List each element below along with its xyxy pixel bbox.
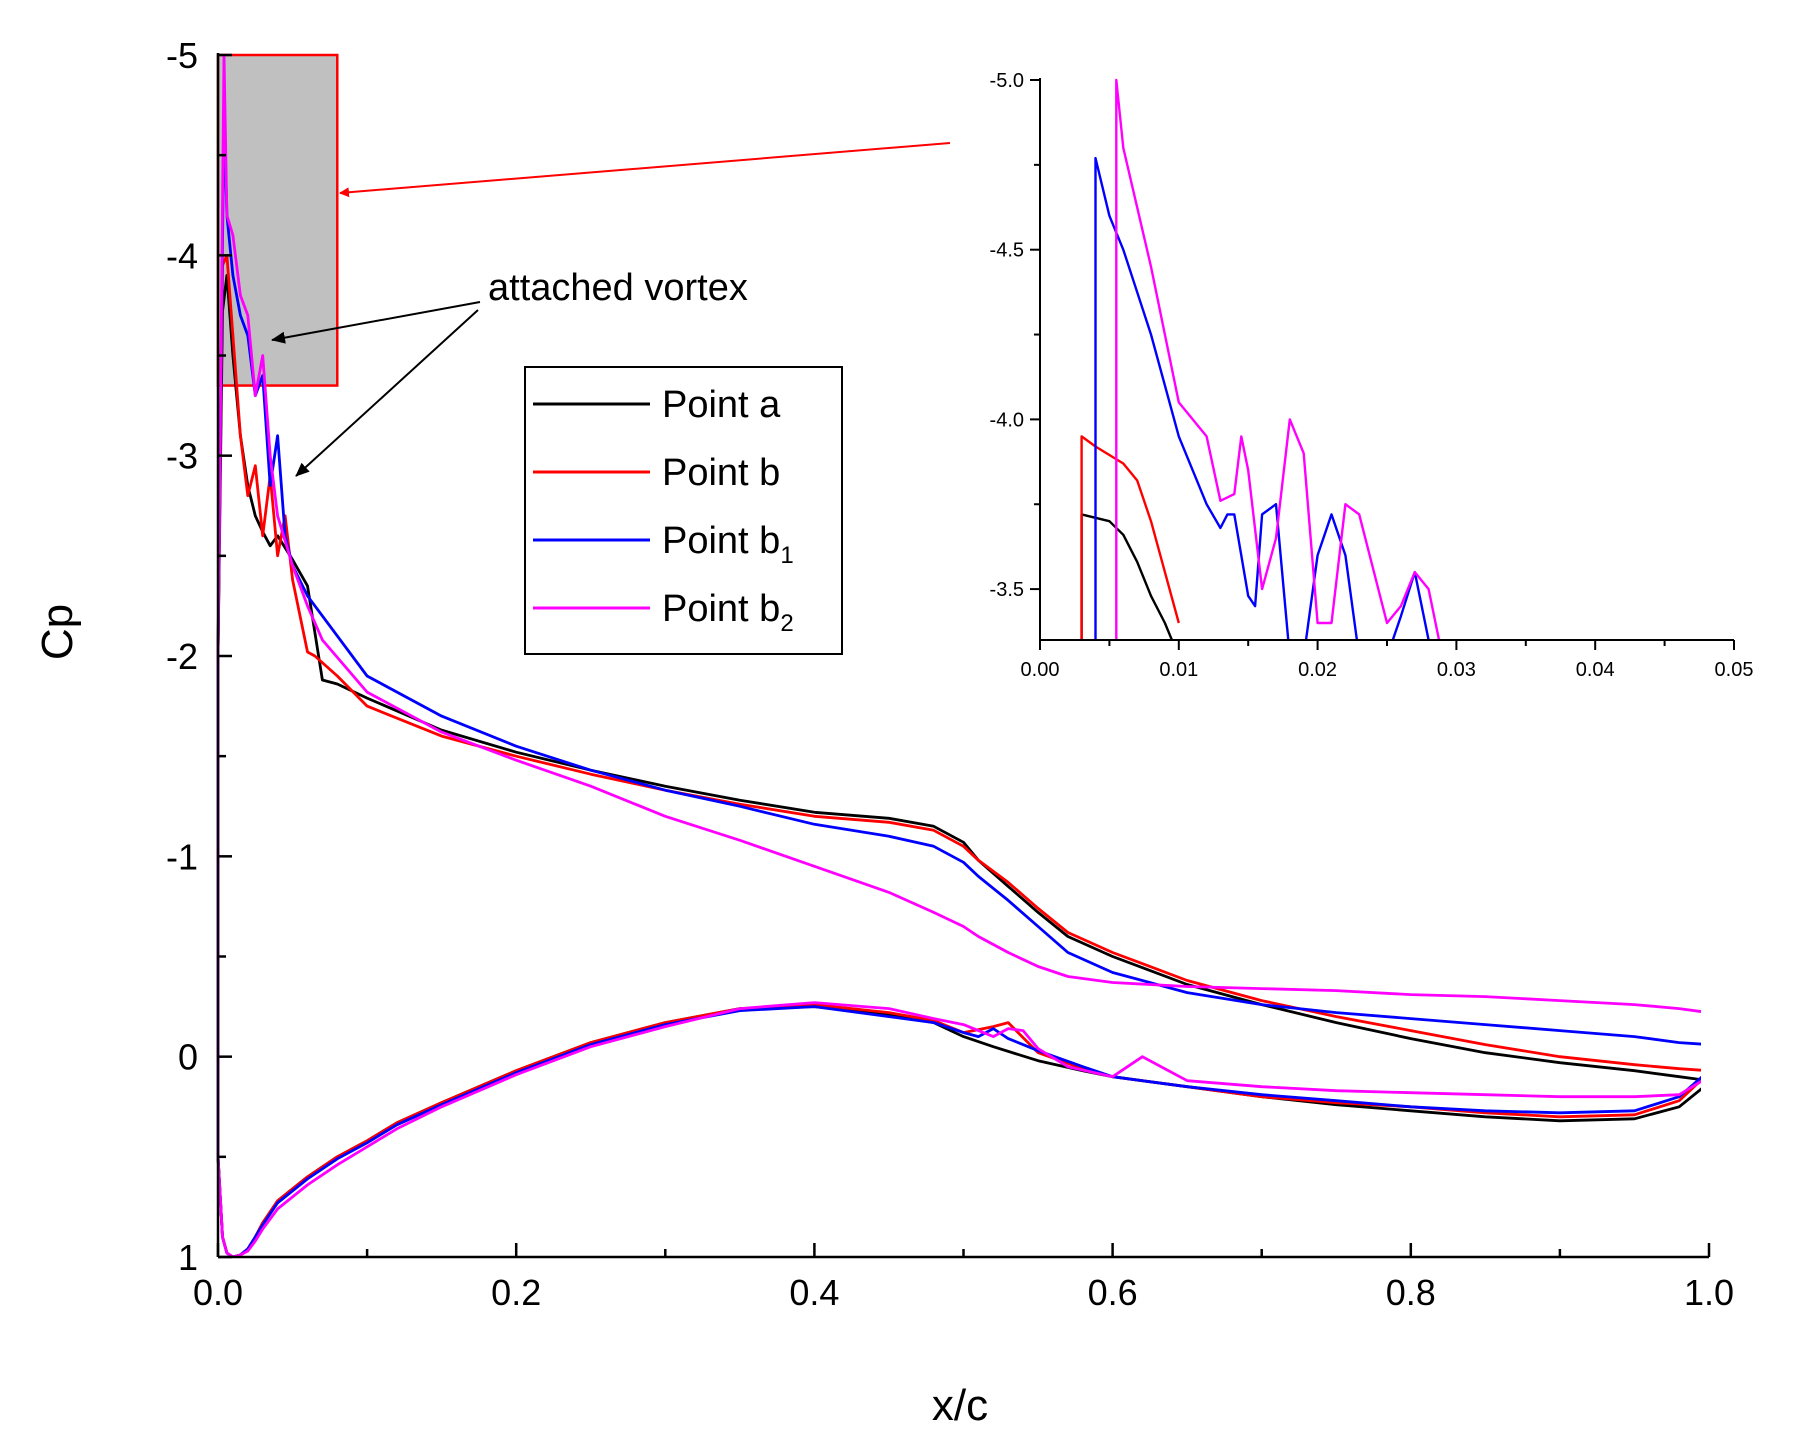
- main-ticks: 0.0 0.2 0.4 0.6 0.8 1.0 -5 -4 -3 -2 -1 0 1: [166, 35, 1734, 1313]
- annotation-attached-vortex: attached vortex: [488, 267, 748, 309]
- inset-y-tick-label: -5.0: [990, 70, 1024, 92]
- x-tick-label: 0.8: [1386, 1272, 1436, 1313]
- legend-label-b2: Point b2: [662, 588, 794, 637]
- y-tick-label: 1: [178, 1237, 198, 1278]
- inset-x-tick-label: 0.02: [1298, 659, 1337, 681]
- legend-label-a: Point a: [662, 384, 781, 426]
- x-axis-title: x/c: [932, 1381, 988, 1430]
- series-line-point-b: [216, 253, 1701, 1257]
- series-line-point-a: [216, 273, 1701, 1257]
- x-tick-label: 0.2: [491, 1272, 541, 1313]
- y-tick-label: -4: [166, 235, 198, 276]
- legend-label-b: Point b: [662, 452, 780, 494]
- zoom-arrow: [339, 142, 951, 198]
- inset-series-group: [1080, 78, 1441, 640]
- inset-x-tick-label: 0.03: [1437, 659, 1476, 681]
- y-tick-label: -3: [166, 436, 198, 477]
- inset-series-line-point-b2: [1115, 78, 1441, 640]
- annotation-arrow-lower: [295, 309, 479, 477]
- inset-x-tick-label: 0.01: [1159, 659, 1198, 681]
- x-tick-label: 1.0: [1684, 1272, 1734, 1313]
- x-tick-label: 0.6: [1088, 1272, 1138, 1313]
- legend-label-b1: Point b1: [662, 520, 794, 569]
- legend: Point a Point b Point b1 Point b2: [524, 366, 843, 655]
- y-tick-label: -1: [166, 836, 198, 877]
- inset-y-tick-label: -4.5: [990, 240, 1024, 262]
- inset-series-line-point-a: [1080, 513, 1174, 640]
- inset-background: [1030, 78, 1734, 640]
- inset-series-line-point-b: [1080, 435, 1180, 640]
- inset-x-tick-label: 0.05: [1715, 659, 1754, 681]
- y-tick-label: 0: [178, 1037, 198, 1078]
- zoom-highlight-box: [216, 53, 339, 387]
- y-tick-label: -5: [166, 35, 198, 76]
- inset-ticks: 0.00 0.01 0.02 0.03 0.04 0.05 -5.0 -4.5 -4.0 -3.5: [990, 70, 1754, 681]
- x-tick-label: 0.4: [789, 1272, 839, 1313]
- x-tick-label: 0.0: [193, 1272, 243, 1313]
- inset-chart: 0.00 0.01 0.02 0.03 0.04 0.05 -5.0 -4.5 -4.0 -3.5: [990, 70, 1754, 681]
- y-axis-title: Cp: [33, 604, 82, 660]
- inset-x-tick-label: 0.00: [1021, 659, 1060, 681]
- y-tick-label: -2: [166, 636, 198, 677]
- legend-frame: [524, 366, 843, 655]
- inset-x-tick-label: 0.04: [1576, 659, 1615, 681]
- inset-y-tick-label: -4.0: [990, 409, 1024, 431]
- annotation-arrow-upper: [271, 301, 481, 344]
- inset-y-tick-label: -3.5: [990, 579, 1024, 601]
